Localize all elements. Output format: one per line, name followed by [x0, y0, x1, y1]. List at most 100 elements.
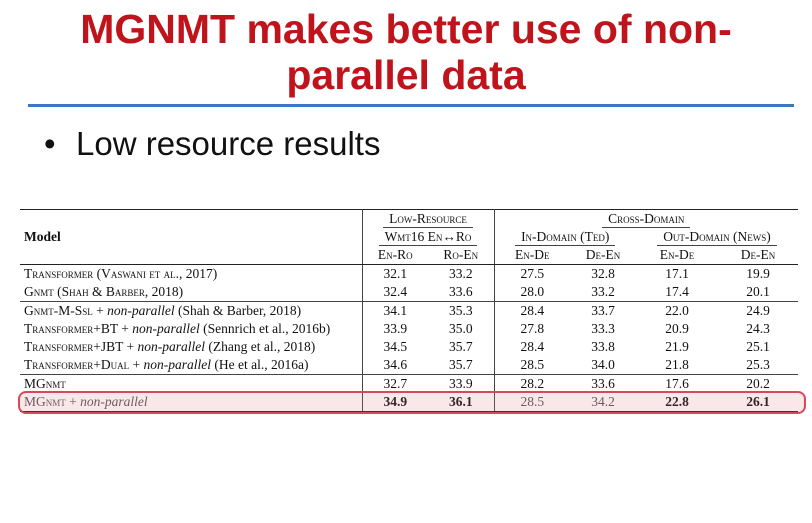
score-cell: 28.4 [520, 339, 545, 354]
wmt16-label: Wmt16 En↔Ro [378, 229, 478, 246]
model-name: Transformer+JBT + [24, 339, 138, 354]
col-header-news-de-en: De-En [718, 246, 798, 265]
score-cell: 17.1 [665, 266, 689, 281]
score-cell: 27.8 [520, 321, 545, 336]
score-cell: 28.5 [520, 357, 545, 372]
score-cell: 34.6 [383, 357, 408, 372]
score-cell: 33.8 [591, 339, 615, 354]
score-cell: 21.9 [665, 339, 689, 354]
score-cell: 22.0 [636, 301, 718, 320]
model-name: Transformer+BT + [24, 321, 133, 336]
model-name-cell: Transformer+Dual + non-parallel (He et a… [20, 356, 363, 375]
score-cell: 35.7 [428, 356, 495, 375]
score-cell: 32.4 [383, 284, 408, 299]
score-cell: 17.6 [636, 374, 718, 393]
score-cell: 34.2 [570, 393, 636, 412]
score-cell: 32.1 [383, 266, 408, 281]
score-cell: 33.2 [591, 284, 615, 299]
col-header-ted-de-en: De-En [570, 246, 636, 265]
col-header-news-en-de: En-De [636, 246, 718, 265]
model-citation: (Sennrich et al., 2016b) [199, 321, 331, 336]
score-cell: 33.9 [383, 321, 408, 336]
in-domain-label: In-Domain (Ted) [515, 229, 616, 246]
low-resource-header: Low-Resource [362, 209, 495, 228]
score-cell: 22.8 [636, 393, 718, 412]
model-name-cell: MGnmt [20, 374, 363, 393]
model-column-header: Model [20, 209, 363, 265]
score-cell: 19.9 [746, 266, 770, 281]
table-row: Transformer+BT + non-parallel (Sennrich … [20, 320, 798, 338]
model-name-cell: Gnmt-M-Ssl + non-parallel (Shah & Barber… [20, 301, 363, 320]
model-name-cell: Gnmt (Shah & Barber, 2018) [20, 283, 363, 302]
score-cell: 17.4 [665, 284, 689, 299]
score-cell: 33.6 [428, 283, 495, 302]
model-citation: (Shah & Barber, 2018) [174, 303, 302, 318]
out-domain-label: Out-Domain (News) [657, 229, 777, 246]
score-cell: 34.1 [362, 301, 428, 320]
model-name: Transformer (Vaswani et al., 2017) [24, 266, 218, 281]
score-cell: 20.9 [665, 321, 689, 336]
score-cell: 20.1 [746, 284, 770, 299]
score-cell: 34.9 [362, 393, 428, 412]
score-cell: 26.1 [718, 393, 798, 412]
results-table: Model Low-Resource Cross-Domain Wmt16 En… [20, 209, 798, 412]
score-cell: 35.3 [428, 301, 495, 320]
model-name: Transformer+Dual + [24, 357, 144, 372]
table-row: Transformer (Vaswani et al., 2017) 32.1 33… [20, 264, 798, 283]
table-row: Transformer+Dual + non-parallel (He et a… [20, 356, 798, 375]
bullet-text: Low resource results [76, 125, 381, 162]
results-table-container: Model Low-Resource Cross-Domain Wmt16 En… [20, 209, 798, 412]
score-cell: 28.2 [494, 374, 570, 393]
model-name-italic: non-parallel [137, 339, 206, 354]
table-row: MGnmt 32.7 33.9 28.2 33.6 17.6 20.2 [20, 374, 798, 393]
score-cell: 21.8 [665, 357, 689, 372]
score-cell: 33.3 [591, 321, 615, 336]
score-cell: 33.2 [428, 264, 495, 283]
low-resource-label: Low-Resource [383, 211, 473, 228]
score-cell: 28.5 [494, 393, 570, 412]
score-cell: 33.7 [570, 301, 636, 320]
score-cell: 34.0 [591, 357, 615, 372]
score-cell: 20.2 [718, 374, 798, 393]
model-name-cell: MGnmt + non-parallel [20, 393, 363, 412]
slide-title-line-2: parallel data [286, 52, 526, 98]
score-cell: 27.5 [520, 266, 545, 281]
score-cell: 36.1 [428, 393, 495, 412]
model-name: Gnmt-M-Ssl + [24, 303, 108, 318]
bullet-mark: • [44, 125, 56, 162]
table-row: Transformer+JBT + non-parallel (Zhang et… [20, 338, 798, 356]
model-name-italic: non-parallel [143, 357, 212, 372]
table-row: Gnmt-M-Ssl + non-parallel (Shah & Barber… [20, 301, 798, 320]
out-domain-header: Out-Domain (News) [636, 228, 798, 246]
slide-title-line-1: MGNMT makes better use of non- [80, 6, 732, 52]
col-header-ted-en-de: En-De [494, 246, 570, 265]
cross-domain-label: Cross-Domain [602, 211, 691, 228]
score-cell: 28.0 [520, 284, 545, 299]
results-table-body: Transformer (Vaswani et al., 2017) 32.1 33… [20, 264, 798, 412]
cross-domain-header: Cross-Domain [494, 209, 798, 228]
bullet-item: • Low resource results [44, 124, 380, 164]
model-name-cell: Transformer+JBT + non-parallel (Zhang et… [20, 338, 363, 356]
table-row: Gnmt (Shah & Barber, 2018) 32.4 33.6 28.0 33… [20, 283, 798, 302]
model-name-italic: non-parallel [80, 394, 148, 409]
score-cell: 33.9 [428, 374, 495, 393]
wmt16-header: Wmt16 En↔Ro [362, 228, 495, 246]
model-citation: (He et al., 2016a) [211, 357, 309, 372]
title-divider [28, 104, 794, 107]
col-header-en-ro: En-Ro [362, 246, 428, 265]
model-name-italic: non-parallel [132, 321, 200, 336]
model-name: MGnmt + [24, 394, 81, 409]
score-cell: 32.8 [591, 266, 615, 281]
score-cell: 28.4 [494, 301, 570, 320]
score-cell: 33.6 [570, 374, 636, 393]
model-name-cell: Transformer+BT + non-parallel (Sennrich … [20, 320, 363, 338]
col-header-ro-en: Ro-En [428, 246, 495, 265]
table-row: MGnmt + non-parallel 34.9 36.1 28.5 34.2 22.8… [20, 393, 798, 412]
model-name-italic: non-parallel [107, 303, 175, 318]
score-cell: 34.5 [383, 339, 408, 354]
slide-title: MGNMT makes better use of non- parallel … [0, 6, 812, 98]
in-domain-header: In-Domain (Ted) [494, 228, 636, 246]
model-name-cell: Transformer (Vaswani et al., 2017) [20, 264, 363, 283]
score-cell: 24.9 [718, 301, 798, 320]
score-cell: 32.7 [362, 374, 428, 393]
